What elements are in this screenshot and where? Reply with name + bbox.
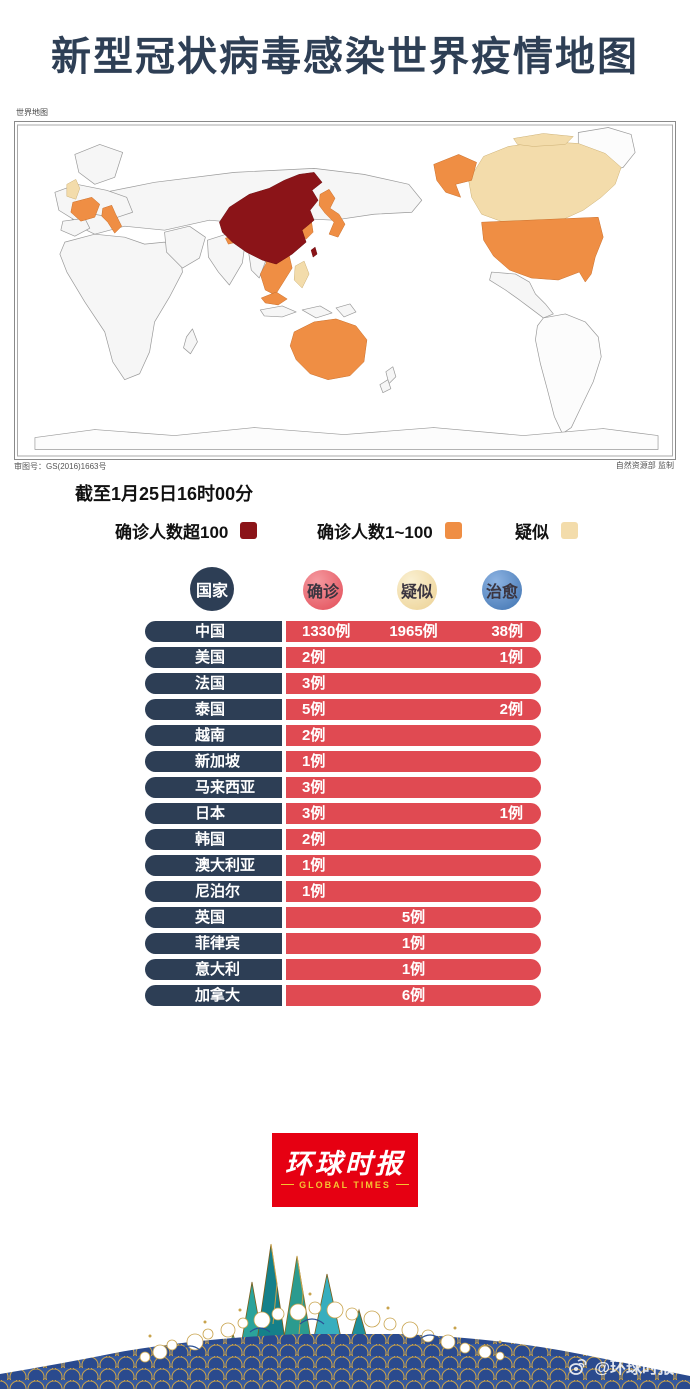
table-row: 新加坡 1例 <box>145 751 541 772</box>
row-country: 越南 <box>145 725 282 746</box>
row-country: 澳大利亚 <box>145 855 282 876</box>
table-row: 中国 1330例 1965例 38例 <box>145 621 541 642</box>
weibo-watermark: @环球时报 <box>568 1354 674 1378</box>
table-header-suspected: 疑似 <box>397 570 437 610</box>
table-row: 意大利 1例 <box>145 959 541 980</box>
table-header-confirmed: 确诊 <box>303 570 343 610</box>
world-map-svg <box>16 124 674 457</box>
row-confirmed: 2例 <box>302 727 326 744</box>
map-approval-number: 审图号：GS(2016)1663号 <box>14 462 107 471</box>
logo-rule-left <box>281 1184 295 1185</box>
row-country: 意大利 <box>145 959 282 980</box>
row-cured: 38例 <box>491 623 523 640</box>
map-region-italy <box>101 204 122 234</box>
row-suspected: 1965例 <box>389 623 438 640</box>
legend-label: 确诊人数1~100 <box>317 522 433 542</box>
map-region-malaysia <box>260 291 288 306</box>
table-row: 马来西亚 3例 <box>145 777 541 798</box>
blue-swirls <box>179 1318 441 1351</box>
foam-waves <box>139 1301 505 1363</box>
table-row: 尼泊尔 1例 <box>145 881 541 902</box>
map-region-philippines <box>293 260 310 289</box>
legend-swatch-orange <box>444 521 462 539</box>
table-row: 加拿大 6例 <box>145 985 541 1006</box>
row-suspected: 5例 <box>401 909 426 926</box>
legend-swatch-dark-red <box>240 521 258 539</box>
row-country: 泰国 <box>145 699 282 720</box>
map-region-canada-arctic <box>513 133 574 147</box>
row-country: 法国 <box>145 673 282 694</box>
row-confirmed: 1例 <box>302 857 326 874</box>
row-confirmed: 1例 <box>302 883 326 900</box>
map-region-taiwan <box>310 246 318 258</box>
row-suspected: 1例 <box>401 961 426 978</box>
map-inner-border <box>16 124 674 457</box>
global-times-logo: 环球时报 GLOBAL TIMES <box>272 1133 418 1207</box>
wave-mountain-svg <box>0 1243 690 1389</box>
map-region-usa <box>481 216 604 283</box>
table-row: 日本 3例 1例 <box>145 803 541 824</box>
as-of-timestamp: 截至1月25日16时00分 <box>75 484 254 504</box>
map-landmass <box>34 127 659 450</box>
row-country: 英国 <box>145 907 282 928</box>
table-row: 澳大利亚 1例 <box>145 855 541 876</box>
watermark-text: @环球时报 <box>594 1360 674 1377</box>
map-region-uk <box>66 178 81 200</box>
table-row: 泰国 5例 2例 <box>145 699 541 720</box>
map-region-japan <box>318 188 346 238</box>
table-row: 英国 5例 <box>145 907 541 928</box>
row-country: 日本 <box>145 803 282 824</box>
gold-spray-dots <box>148 1292 502 1344</box>
legend-item-suspected: 疑似 <box>515 517 578 543</box>
table-header-country: 国家 <box>190 567 234 611</box>
table-row: 美国 2例 1例 <box>145 647 541 668</box>
row-country: 加拿大 <box>145 985 282 1006</box>
row-cured: 2例 <box>499 701 523 718</box>
logo-chinese-name: 环球时报 <box>285 1148 405 1180</box>
row-confirmed: 2例 <box>302 649 326 666</box>
legend-swatch-tan <box>561 521 578 539</box>
map-region-china <box>219 172 323 265</box>
row-country: 韩国 <box>145 829 282 850</box>
world-map <box>14 121 676 460</box>
row-country: 菲律宾 <box>145 933 282 954</box>
row-confirmed: 3例 <box>302 779 326 796</box>
legend-item-over-100: 确诊人数超100 <box>115 517 258 543</box>
map-region-canada <box>468 141 622 223</box>
row-country: 尼泊尔 <box>145 881 282 902</box>
weibo-icon <box>569 1359 587 1375</box>
table-row: 菲律宾 1例 <box>145 933 541 954</box>
row-suspected: 6例 <box>401 987 426 1004</box>
row-suspected: 1例 <box>401 935 426 952</box>
row-country: 中国 <box>145 621 282 642</box>
row-confirmed: 3例 <box>302 805 326 822</box>
logo-rule-right <box>395 1184 409 1185</box>
map-corner-label: 世界地图 <box>16 108 48 117</box>
map-region-alaska <box>433 154 477 198</box>
row-country: 马来西亚 <box>145 777 282 798</box>
row-confirmed: 2例 <box>302 831 326 848</box>
map-region-australia <box>289 318 368 380</box>
wave-mountain-artwork <box>0 1224 690 1389</box>
map-region-france <box>70 197 101 222</box>
row-country: 新加坡 <box>145 751 282 772</box>
row-country: 美国 <box>145 647 282 668</box>
map-producer-credit: 自然资源部 监制 <box>615 461 674 470</box>
table-row: 法国 3例 <box>145 673 541 694</box>
table-row: 越南 2例 <box>145 725 541 746</box>
row-confirmed: 1330例 <box>302 623 351 640</box>
row-confirmed: 1例 <box>302 753 326 770</box>
table-header-cured: 治愈 <box>482 570 522 610</box>
row-cured: 1例 <box>499 805 523 822</box>
row-confirmed: 5例 <box>302 701 326 718</box>
legend-label: 确诊人数超100 <box>115 522 229 542</box>
table-row: 韩国 2例 <box>145 829 541 850</box>
legend-label: 疑似 <box>515 522 549 542</box>
logo-english-name: GLOBAL TIMES <box>281 1180 409 1190</box>
row-cured: 1例 <box>499 649 523 666</box>
row-confirmed: 3例 <box>302 675 326 692</box>
legend-item-1-100: 确诊人数1~100 <box>317 517 462 543</box>
page-title: 新型冠状病毒感染世界疫情地图 <box>51 35 639 79</box>
